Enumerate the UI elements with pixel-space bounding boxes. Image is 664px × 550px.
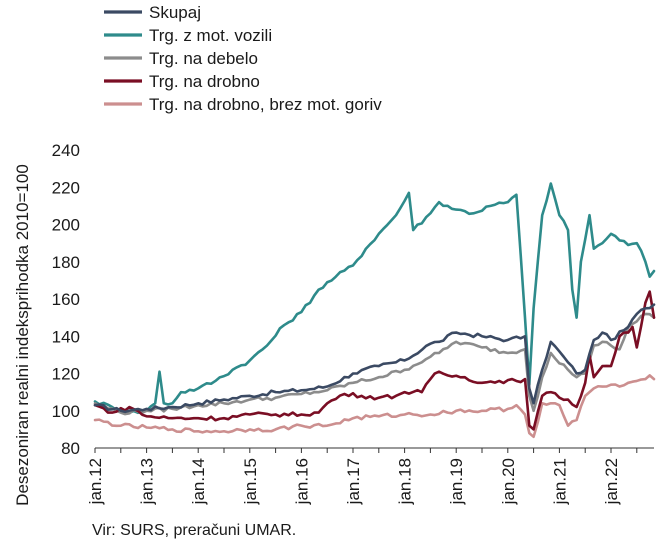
series-line-2 — [93, 312, 656, 416]
x-tick-label: jan.21 — [550, 458, 569, 505]
x-tick-label: jan.15 — [241, 458, 260, 505]
x-tick-label: jan.19 — [447, 458, 466, 505]
x-tick-label: jan.18 — [396, 458, 415, 505]
series-line-3 — [93, 290, 656, 431]
y-tick-label: 140 — [52, 327, 80, 346]
x-tick-label: jan.20 — [499, 458, 518, 505]
legend-label: Trg. na drobno, brez mot. goriv — [149, 95, 382, 114]
series-layer — [93, 182, 656, 439]
series-line-0 — [93, 303, 656, 414]
series-line-1 — [93, 182, 656, 415]
y-tick-label: 100 — [52, 402, 80, 421]
y-tick-label: 120 — [52, 365, 80, 384]
x-tick-label: jan.16 — [292, 458, 311, 505]
legend-label: Skupaj — [149, 3, 201, 22]
source-note: Vir: SURS, preračuni UMAR. — [92, 522, 297, 539]
series-line-4 — [93, 374, 656, 439]
chart-legend: Skupaj Trg. z mot. vozili Trg. na debelo Tr… — [104, 3, 382, 114]
x-tick-label: jan.12 — [86, 458, 105, 505]
x-axis: jan.12 jan.13 jan.14 jan.15 jan.16 jan.17 jan.… — [86, 447, 654, 505]
y-axis-label: Desezoniran realni indeksprihodka 2010=1… — [13, 164, 32, 506]
y-axis: 80 100 120 140 160 180 200 220 240 — [52, 141, 80, 458]
x-tick-label: jan.14 — [189, 458, 208, 505]
y-tick-label: 180 — [52, 253, 80, 272]
legend-label: Trg. na drobno — [149, 72, 260, 91]
x-tick-label: jan.13 — [138, 458, 157, 505]
legend-label: Trg. na debelo — [149, 49, 258, 68]
y-tick-label: 220 — [52, 178, 80, 197]
y-tick-label: 240 — [52, 141, 80, 160]
legend-label: Trg. z mot. vozili — [149, 26, 272, 45]
y-tick-label: 200 — [52, 216, 80, 235]
y-tick-label: 160 — [52, 290, 80, 309]
x-tick-label: jan.22 — [602, 458, 621, 505]
x-tick-label: jan.17 — [344, 458, 363, 505]
y-tick-label: 80 — [61, 439, 80, 458]
